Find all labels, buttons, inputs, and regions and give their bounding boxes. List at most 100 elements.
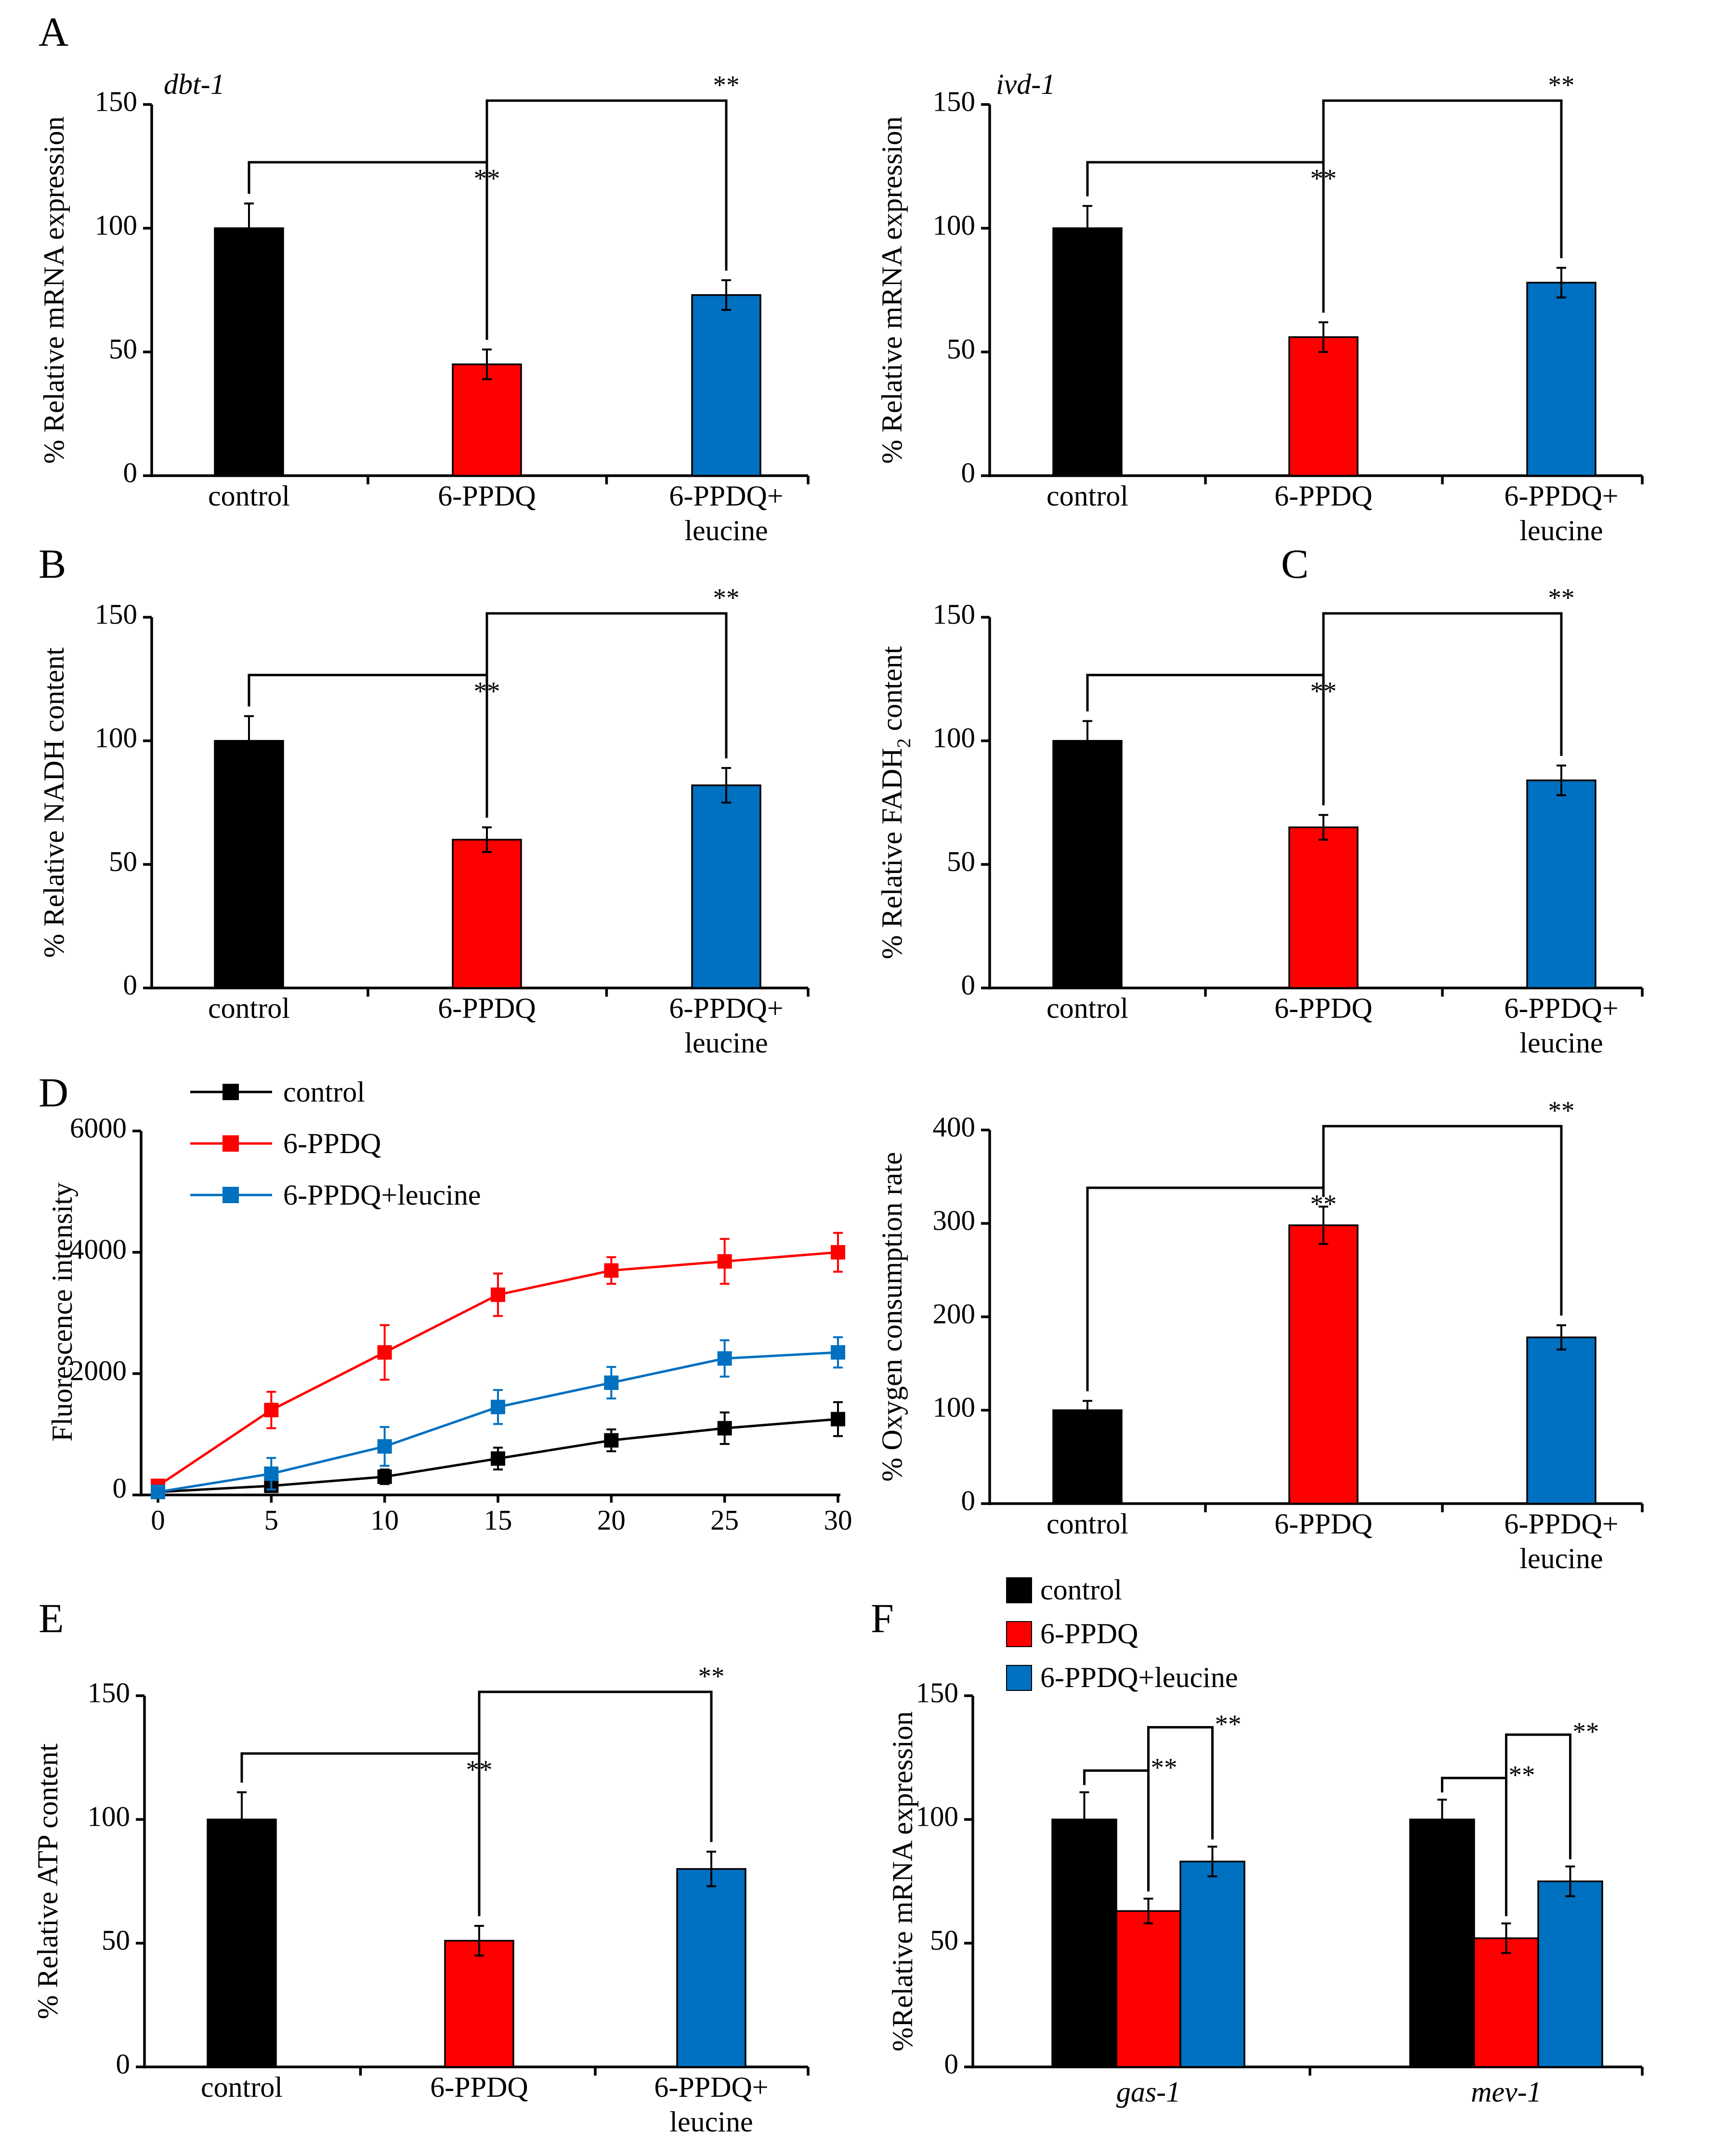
significance-label: ** [466, 1755, 493, 1784]
bar-control [1052, 1409, 1123, 1505]
x-tick-label: 6-PPDQ [1274, 480, 1372, 512]
x-tick-label: control [208, 992, 290, 1024]
x-tick-label-line: control [208, 480, 290, 512]
bar-leucine [691, 294, 761, 477]
bar-leucine [676, 1868, 746, 2068]
bar-leucine [1537, 1880, 1603, 2068]
x-tick-label: 25 [710, 1504, 739, 1536]
legend-label: 6-PPDQ [1040, 1618, 1138, 1649]
data-point [604, 1375, 619, 1390]
data-point [831, 1412, 845, 1427]
y-tick-label: 4000 [70, 1234, 127, 1265]
bar-leucine [1526, 282, 1596, 477]
y-axis-label: % Relative mRNA expression [876, 117, 908, 464]
y-tick-label: 300 [933, 1205, 976, 1236]
x-tick-label-line: 6-PPDQ [1274, 1508, 1372, 1540]
y-tick-label: 400 [933, 1111, 976, 1143]
legend-item-ppdq: 6-PPDQ [1006, 1618, 1138, 1649]
x-tick-label-line: leucine [1519, 1027, 1603, 1059]
y-tick-label: 150 [933, 598, 976, 630]
legend-swatch [1006, 1621, 1032, 1647]
legend-item-leucine: 6-PPDQ+leucine [190, 1179, 481, 1211]
y-axis-label: % Oxygen consumption rate [876, 1152, 908, 1482]
legend-swatch [1006, 1577, 1032, 1603]
x-tick-label-line: 6-PPDQ+ [1504, 992, 1618, 1024]
y-tick-label: 2000 [70, 1355, 127, 1387]
x-tick-label-line: 6-PPDQ [1274, 992, 1372, 1024]
legend-swatch [1006, 1665, 1032, 1691]
data-point [264, 1403, 279, 1417]
x-tick-label-line: control [208, 992, 290, 1024]
y-tick-label: 50 [102, 1924, 130, 1956]
significance-label: ** [1215, 1709, 1242, 1739]
x-tick-label: 6-PPDQ [438, 480, 536, 512]
bar-ppdq [452, 839, 522, 989]
x-tick-label-line: control [1047, 1508, 1128, 1540]
y-tick-label: 50 [947, 845, 975, 877]
significance-bracket [485, 612, 728, 759]
y-tick-label: 50 [947, 333, 975, 365]
bar-ppdq [444, 1940, 514, 2068]
y-tick-label: 0 [961, 457, 976, 489]
significance-bracket [248, 674, 488, 818]
x-tick-label-line: 6-PPDQ [438, 992, 536, 1024]
panel-label: F [871, 1595, 894, 1641]
y-tick-label: 0 [123, 457, 138, 489]
y-tick-label: 0 [113, 1472, 127, 1504]
bar-control [1051, 1818, 1117, 2068]
data-point [377, 1469, 392, 1484]
y-tick-label: 0 [123, 969, 138, 1001]
x-tick-label-line: leucine [684, 515, 768, 546]
significance-label: ** [1548, 70, 1575, 100]
x-tick-label-line: 6-PPDQ+ [1504, 1508, 1618, 1540]
y-tick-label: 0 [961, 969, 976, 1001]
y-tick-label: 150 [95, 86, 138, 117]
significance-label: ** [1151, 1753, 1178, 1782]
panel-d-right: 0 100 200 300 400 % Oxygen consumption rate co… [876, 1096, 1644, 1574]
panel-b: B 0 50 100 150 % Relative NADH content control… [38, 541, 810, 1059]
x-tick-label: 6-PPDQ+ leucine [654, 2071, 768, 2138]
x-tick-label: 6-PPDQ [430, 2071, 528, 2103]
y-tick-label: 100 [933, 1391, 976, 1423]
x-tick-label-line: leucine [1519, 515, 1603, 546]
panel-label: C [1281, 541, 1308, 587]
data-point [151, 1484, 165, 1499]
x-tick-label: control [201, 2071, 283, 2103]
x-tick-label: 15 [484, 1504, 512, 1536]
x-tick-label: gas-1 [1116, 2076, 1180, 2108]
significance-label: ** [474, 164, 500, 193]
significance-bracket [1441, 1777, 1507, 1916]
y-tick-label: 0 [116, 2048, 131, 2080]
legend-item-leucine: 6-PPDQ+leucine [1006, 1662, 1238, 1693]
y-axis-label: % Relative FADH2 content [876, 646, 915, 959]
bar-control [207, 1818, 277, 2068]
legend-label: 6-PPDQ [283, 1128, 381, 1159]
significance-bracket [1147, 1726, 1214, 1840]
x-tick-label-line: 6-PPDQ [1274, 480, 1372, 512]
x-tick-label-line: control [1047, 992, 1128, 1024]
bar-control [1052, 740, 1123, 989]
panel-e: E 0 50 100 150 % Relative ATP content control 6… [32, 1595, 810, 2138]
data-point [604, 1263, 619, 1278]
bar-control [214, 740, 284, 989]
data-point [717, 1351, 732, 1366]
legend-label: 6-PPDQ+leucine [1040, 1662, 1238, 1693]
y-tick-label: 50 [109, 333, 137, 365]
x-tick-label-line: 6-PPDQ [438, 480, 536, 512]
y-axis-label-subscript: 2 [893, 738, 915, 748]
data-point [491, 1451, 505, 1466]
legend-label: control [283, 1076, 365, 1108]
x-tick-label-line: control [201, 2071, 283, 2103]
x-tick-label-line: leucine [1519, 1543, 1603, 1574]
y-tick-label: 150 [916, 1677, 959, 1709]
significance-bracket [1086, 161, 1325, 313]
panel-label: A [39, 9, 68, 55]
data-point [491, 1287, 505, 1302]
bar-leucine [1526, 779, 1596, 989]
y-tick-label: 50 [930, 1924, 958, 1956]
y-axis-label: % Relative ATP content [32, 1743, 64, 2019]
significance-label: ** [698, 1662, 725, 1691]
data-point [377, 1345, 392, 1360]
significance-label: ** [1310, 1189, 1337, 1219]
data-point [831, 1345, 845, 1360]
